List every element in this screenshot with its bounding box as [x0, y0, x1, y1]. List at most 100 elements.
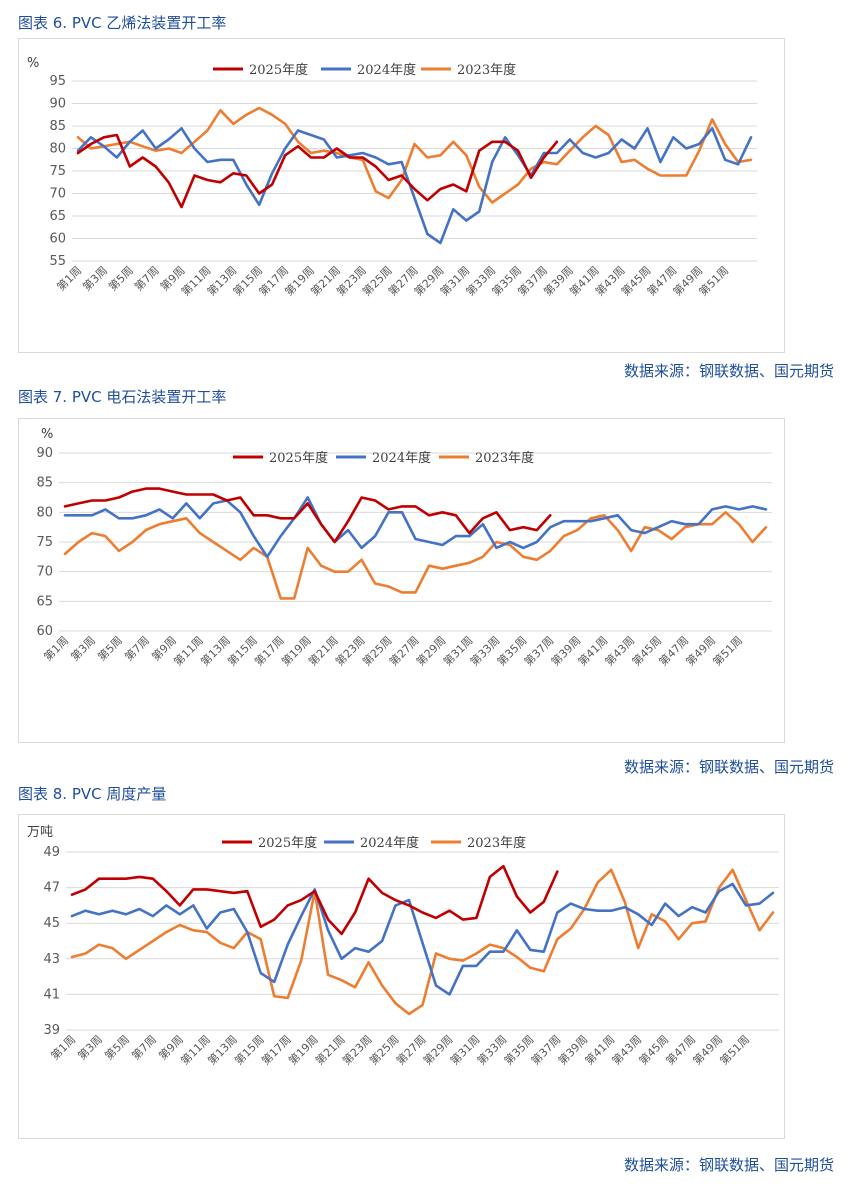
chart-panel-ethylene: % 55 60 65 70 75 80 85 90 95 第1周 第3周 第5周 第7周 第9周 第11周 第1…: [18, 38, 785, 353]
x-tick-label: 第49周: [683, 633, 718, 668]
x-tick-label: 第25周: [359, 633, 394, 668]
x-tick-label: 第17周: [258, 1032, 293, 1067]
y-tick-label: 75: [36, 535, 53, 550]
legend-label-2023: 2023年度: [475, 450, 534, 466]
y-tick-label: 70: [36, 565, 53, 580]
x-tick-label: 第31周: [447, 1032, 482, 1067]
legend-label-2025: 2025年度: [269, 450, 328, 466]
x-tick-label: 第3周: [80, 263, 110, 293]
y-tick-label: 85: [36, 476, 53, 491]
x-tick-label: 第33周: [467, 633, 502, 668]
x-tick-label: 第51周: [717, 1032, 752, 1067]
x-tick-label: 第21周: [305, 633, 340, 668]
x-tick-label: 第41周: [582, 1032, 617, 1067]
x-tick-label: 第15周: [231, 1032, 266, 1067]
weekly-output-chart: 万吨394143454749第1周第3周第5周第7周第9周第11周第13周第15…: [27, 825, 779, 1068]
y-tick-label: 60: [49, 232, 66, 247]
figure-7-source: 数据来源：钢联数据、国元期货: [623, 758, 834, 776]
x-tick-label: 第47周: [656, 633, 691, 668]
chart-panel-output: 万吨 39 41 43 45 47 49 第1周 第3周 第5周 第7周 第9周 第11周 第13周 第15…: [18, 814, 785, 1139]
x-tick-label: 第39周: [555, 1032, 590, 1067]
x-tick-label: 第19周: [278, 633, 313, 668]
y-tick-label: 90: [36, 446, 53, 461]
x-tick-label: 第7周: [131, 263, 161, 293]
x-tick-label: 第39周: [548, 633, 583, 668]
y-tick-label: 45: [43, 916, 60, 931]
series-line-2024: [70, 882, 775, 996]
legend-label-2023: 2023年度: [467, 835, 526, 851]
y-tick-label: 70: [49, 187, 66, 202]
x-tick-label: 第37周: [528, 1032, 563, 1067]
x-tick-label: 第17周: [251, 633, 286, 668]
ethylene-rate-chart: %556065707580859095第1周第3周第5周第7周第9周第11周第1…: [27, 56, 757, 299]
x-tick-label: 第45周: [636, 1032, 671, 1067]
x-tick-label: 第29周: [413, 633, 448, 668]
x-tick-label: 第43周: [609, 1032, 644, 1067]
figure-8-title: 图表 8. PVC 周度产量: [18, 785, 167, 803]
series-line-2025: [70, 864, 559, 936]
x-tick-label: 第33周: [474, 1032, 509, 1067]
x-tick-label: 第13周: [198, 633, 233, 668]
x-tick-label: 第49周: [690, 1032, 725, 1067]
carbide-rate-chart: %60657075808590第1周第3周第5周第7周第9周第11周第13周第1…: [36, 427, 772, 669]
y-tick-label: 47: [43, 881, 60, 896]
x-tick-label: 第51周: [696, 263, 731, 298]
y-tick-label: 60: [36, 624, 53, 639]
y-tick-label: 41: [43, 987, 60, 1002]
y-tick-label: 85: [49, 119, 66, 134]
x-tick-label: 第45周: [629, 633, 664, 668]
unit-label: %: [41, 427, 53, 442]
legend-label-2024: 2024年度: [360, 835, 419, 851]
x-tick-label: 第7周: [122, 633, 152, 663]
y-tick-label: 80: [36, 505, 53, 520]
x-tick-label: 第27周: [393, 1032, 428, 1067]
x-tick-label: 第47周: [663, 1032, 698, 1067]
y-tick-label: 49: [43, 845, 60, 860]
unit-label: %: [27, 56, 39, 71]
x-tick-label: 第11周: [178, 1032, 213, 1067]
legend-label-2025: 2025年度: [258, 835, 317, 851]
y-tick-label: 95: [49, 74, 66, 89]
y-tick-label: 39: [43, 1023, 60, 1038]
y-tick-label: 65: [36, 594, 53, 609]
series-line-2024: [76, 127, 753, 245]
x-tick-label: 第5周: [105, 263, 135, 293]
series-line-2023: [63, 511, 768, 600]
x-tick-label: 第15周: [224, 633, 259, 668]
x-tick-label: 第29周: [420, 1032, 455, 1067]
y-tick-label: 80: [49, 142, 66, 157]
legend-label-2024: 2024年度: [372, 450, 431, 466]
series-line-2024: [63, 496, 768, 559]
series-line-2025: [76, 133, 559, 209]
legend-label-2025: 2025年度: [249, 62, 308, 78]
figure-6-source: 数据来源：钢联数据、国元期货: [623, 362, 834, 380]
x-tick-label: 第35周: [501, 1032, 536, 1067]
x-tick-label: 第51周: [710, 633, 745, 668]
x-tick-label: 第21周: [312, 1032, 347, 1067]
x-tick-label: 第23周: [339, 1032, 374, 1067]
series-line-2025: [63, 487, 552, 544]
y-tick-label: 90: [49, 97, 66, 112]
y-tick-label: 55: [49, 254, 66, 269]
chart-panel-carbide: % 60 65 70 75 80 85 90 第1周 第3周 第5周 第7周 第9周 第11周 第13周 第1…: [18, 418, 785, 743]
x-tick-label: 第25周: [366, 1032, 401, 1067]
y-tick-label: 43: [43, 952, 60, 967]
legend-label-2023: 2023年度: [457, 62, 516, 78]
legend-label-2024: 2024年度: [357, 62, 416, 78]
x-tick-label: 第5周: [102, 1032, 132, 1062]
x-tick-label: 第35周: [494, 633, 529, 668]
x-tick-label: 第37周: [521, 633, 556, 668]
x-tick-label: 第43周: [602, 633, 637, 668]
figure-6-title: 图表 6. PVC 乙烯法装置开工率: [18, 14, 227, 32]
unit-label: 万吨: [27, 825, 53, 840]
x-tick-label: 第13周: [205, 1032, 240, 1067]
x-tick-label: 第31周: [440, 633, 475, 668]
x-tick-label: 第19周: [285, 1032, 320, 1067]
y-tick-label: 75: [49, 164, 66, 179]
x-tick-label: 第41周: [575, 633, 610, 668]
y-tick-label: 65: [49, 209, 66, 224]
x-tick-label: 第23周: [332, 633, 367, 668]
x-tick-label: 第5周: [95, 633, 125, 663]
figure-7-title: 图表 7. PVC 电石法装置开工率: [18, 388, 227, 406]
figure-8-source: 数据来源：钢联数据、国元期货: [623, 1156, 834, 1174]
